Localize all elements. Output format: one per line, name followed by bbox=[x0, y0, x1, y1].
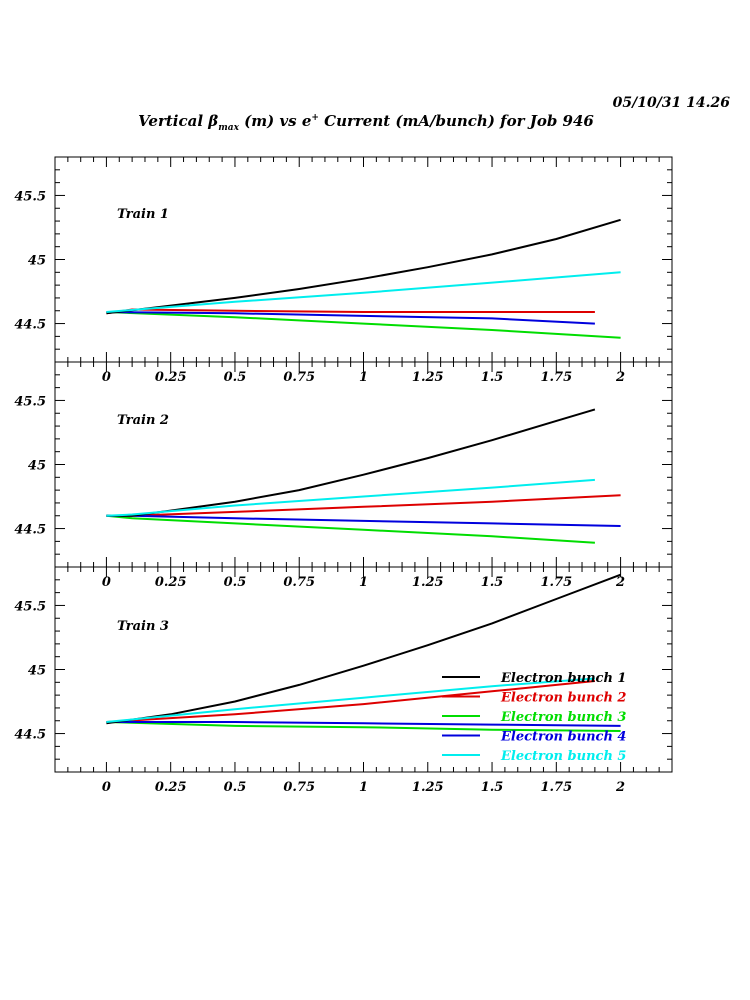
legend-label-3: Electron bunch 3 bbox=[500, 710, 626, 725]
title-part-2: (m) vs e bbox=[238, 112, 312, 130]
title-part-1: Vertical β bbox=[138, 112, 219, 130]
series-line-bunch-2-train-2 bbox=[106, 494, 621, 517]
series-line-bunch-1-train-3 bbox=[106, 573, 621, 725]
x-tick-label: 2 bbox=[615, 575, 625, 590]
y-tick-label: 45.5 bbox=[14, 394, 46, 409]
y-tick-label: 45 bbox=[28, 254, 46, 269]
x-tick-label: 2 bbox=[615, 780, 625, 795]
x-tick-label: 0.25 bbox=[155, 370, 187, 385]
title-superscript: + bbox=[311, 113, 319, 123]
x-tick-label: 0.5 bbox=[224, 575, 247, 590]
x-tick-label: 2 bbox=[615, 370, 625, 385]
x-tick-label: 1 bbox=[359, 575, 368, 590]
series-line-bunch-5-train-2 bbox=[106, 478, 595, 517]
x-tick-label: 0 bbox=[102, 575, 111, 590]
y-tick-label: 45.5 bbox=[14, 599, 46, 614]
series-line-bunch-3-train-3 bbox=[106, 721, 621, 732]
legend-label-1: Electron bunch 1 bbox=[500, 671, 626, 686]
x-tick-label: 0.75 bbox=[283, 780, 315, 795]
x-tick-label: 0 bbox=[102, 780, 111, 795]
y-tick-label: 45.5 bbox=[14, 189, 46, 204]
x-tick-label: 1 bbox=[359, 780, 368, 795]
plot-frame-2 bbox=[54, 361, 673, 568]
series-line-bunch-1-train-1 bbox=[106, 218, 621, 315]
x-tick-label: 0.75 bbox=[283, 370, 315, 385]
panel-label-train-1: Train 1 bbox=[117, 207, 169, 222]
x-tick-label: 0.25 bbox=[155, 780, 187, 795]
series-line-bunch-2-train-3 bbox=[106, 680, 595, 723]
legend-label-2: Electron bunch 2 bbox=[500, 691, 626, 706]
legend-label-5: Electron bunch 5 bbox=[500, 749, 626, 764]
series-line-bunch-4-train-1 bbox=[106, 311, 595, 325]
series-line-bunch-3-train-2 bbox=[106, 514, 595, 544]
chart-title: Vertical βmax (m) vs e+ Current (mA/bunc… bbox=[60, 112, 672, 133]
x-tick-label: 0.5 bbox=[224, 780, 247, 795]
x-tick-label: 0.5 bbox=[224, 370, 247, 385]
series-line-bunch-4-train-3 bbox=[106, 721, 621, 727]
x-tick-label: 1.75 bbox=[540, 370, 572, 385]
x-tick-label: 1.25 bbox=[412, 370, 444, 385]
x-tick-label: 1.5 bbox=[481, 575, 504, 590]
series-line-bunch-5-train-3 bbox=[106, 677, 595, 723]
x-tick-label: 1.5 bbox=[481, 780, 504, 795]
plot-frame-1 bbox=[54, 156, 673, 363]
y-tick-label: 45 bbox=[28, 459, 46, 474]
y-tick-label: 45 bbox=[28, 664, 46, 679]
title-part-3: Current (mA/bunch) for Job 946 bbox=[318, 112, 594, 130]
x-tick-label: 1 bbox=[359, 370, 368, 385]
x-tick-label: 1.75 bbox=[540, 780, 572, 795]
x-tick-label: 1.5 bbox=[481, 370, 504, 385]
x-tick-label: 1.25 bbox=[412, 575, 444, 590]
panel-label-train-2: Train 2 bbox=[117, 413, 169, 428]
x-tick-label: 1.25 bbox=[412, 780, 444, 795]
timestamp: 05/10/31 14.26 bbox=[612, 95, 730, 111]
x-tick-label: 1.75 bbox=[540, 575, 572, 590]
x-tick-label: 0.25 bbox=[155, 575, 187, 590]
legend-label-4: Electron bunch 4 bbox=[500, 730, 626, 745]
title-subscript: max bbox=[218, 123, 239, 133]
x-tick-label: 0.75 bbox=[283, 575, 315, 590]
y-tick-label: 44.5 bbox=[14, 728, 46, 743]
y-tick-label: 44.5 bbox=[14, 523, 46, 538]
y-tick-label: 44.5 bbox=[14, 318, 46, 333]
panel-label-train-3: Train 3 bbox=[117, 619, 169, 634]
series-line-bunch-3-train-1 bbox=[106, 311, 621, 339]
series-line-bunch-5-train-1 bbox=[106, 271, 621, 313]
x-tick-label: 0 bbox=[102, 370, 111, 385]
